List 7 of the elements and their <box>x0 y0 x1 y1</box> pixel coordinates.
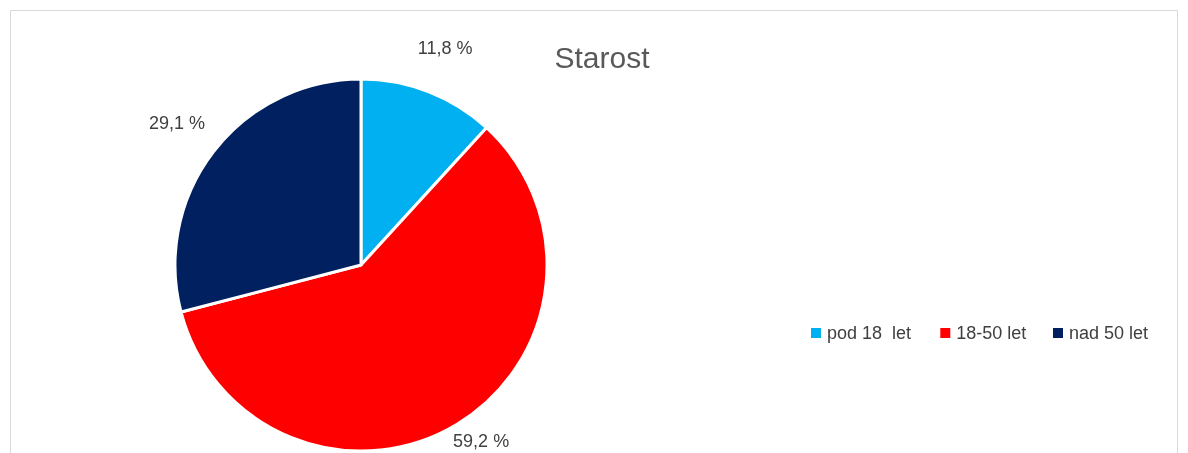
chart-title: Starost <box>554 41 651 74</box>
data-label: 59,2 % <box>453 431 510 451</box>
legend-label: nad 50 let <box>1069 323 1149 343</box>
legend-label: 18-50 let <box>956 323 1027 343</box>
data-label: 11,8 % <box>417 38 473 59</box>
legend-label: pod 18 let <box>827 323 912 343</box>
data-label: 29,1 % <box>148 112 205 133</box>
